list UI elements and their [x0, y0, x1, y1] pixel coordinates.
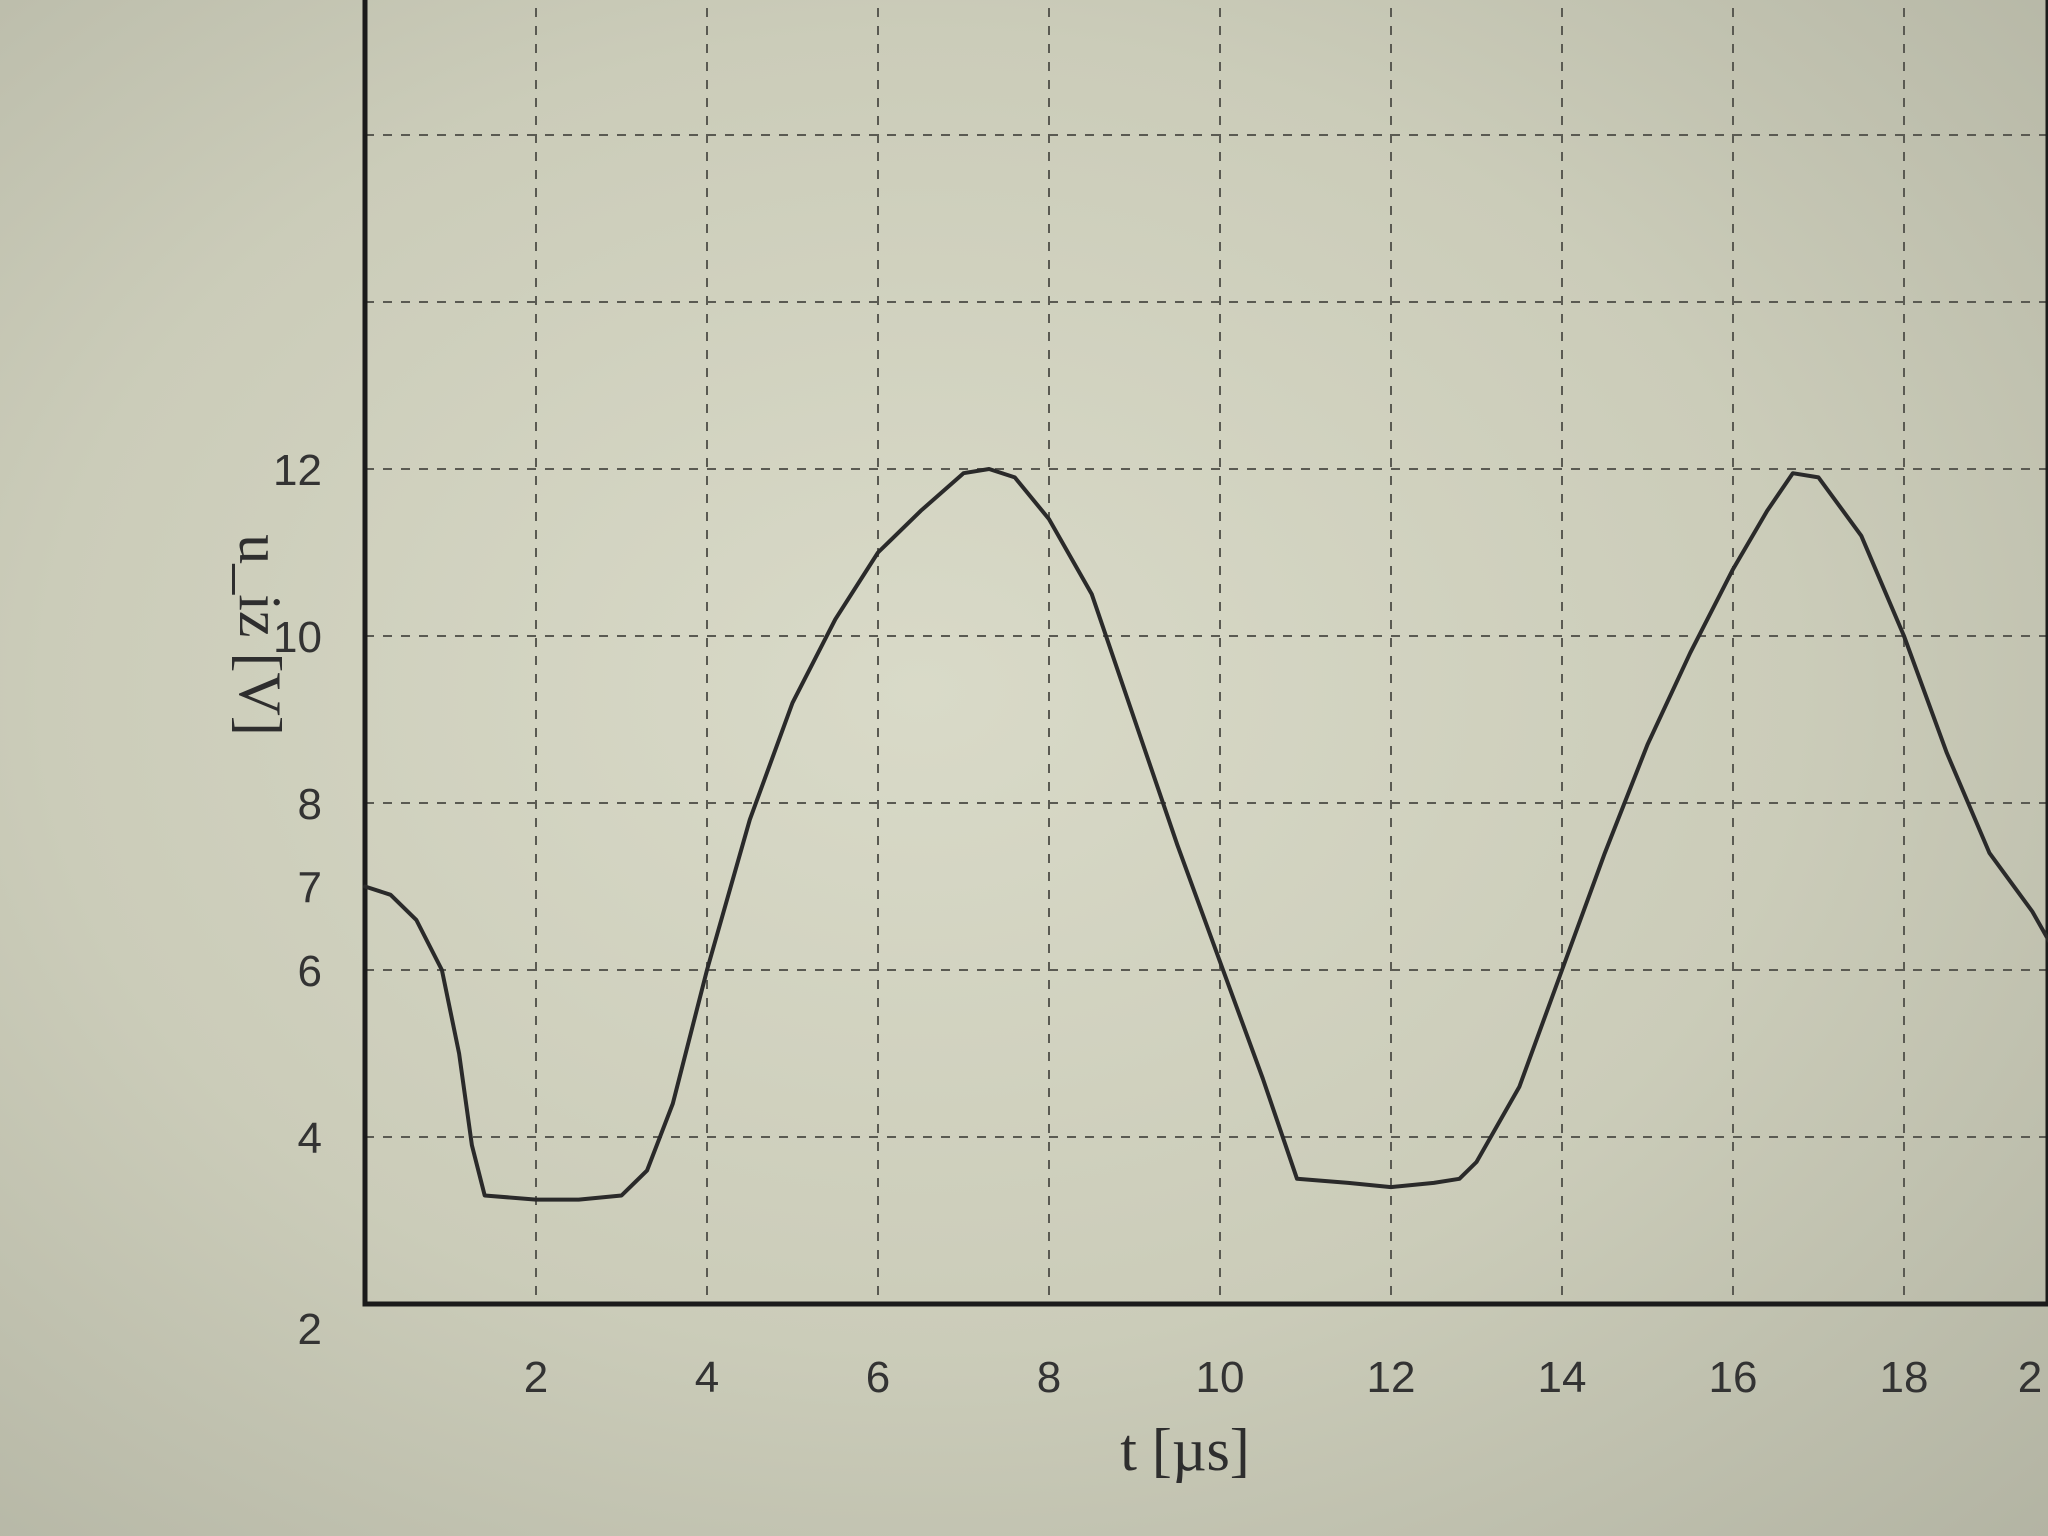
x-tick-label: 4 [695, 1353, 719, 1402]
y-axis-title: u_iz [V] [227, 534, 293, 736]
voltage-trace [363, 467, 2048, 1202]
x-tick-label: 18 [1880, 1353, 1929, 1402]
x-tick-label: 8 [1037, 1353, 1061, 1402]
x-tick-label: 2 [2018, 1353, 2042, 1402]
grid [365, 0, 2048, 1304]
y-tick-label: 6 [298, 947, 322, 996]
x-axis-title: t [µs] [1120, 1417, 1250, 1483]
x-tick-label: 12 [1367, 1353, 1416, 1402]
x-tick-label: 14 [1538, 1353, 1587, 1402]
x-tick-label: 2 [524, 1353, 548, 1402]
x-tick-labels: 2 4 6 8 10 12 14 16 18 2 [524, 1353, 2042, 1402]
y-tick-label: 12 [273, 446, 322, 495]
x-tick-label: 10 [1196, 1353, 1245, 1402]
y-tick-label: 2 [298, 1305, 322, 1354]
x-tick-label: 16 [1709, 1353, 1758, 1402]
y-tick-label: 4 [298, 1114, 322, 1163]
y-tick-labels: 2 4 6 7 8 10 12 [273, 446, 322, 1354]
y-tick-label: 8 [298, 780, 322, 829]
y-tick-label: 10 [273, 613, 322, 662]
plot-frame [362, 0, 2048, 1307]
x-tick-label: 6 [866, 1353, 890, 1402]
y-tick-label: 7 [298, 864, 322, 913]
